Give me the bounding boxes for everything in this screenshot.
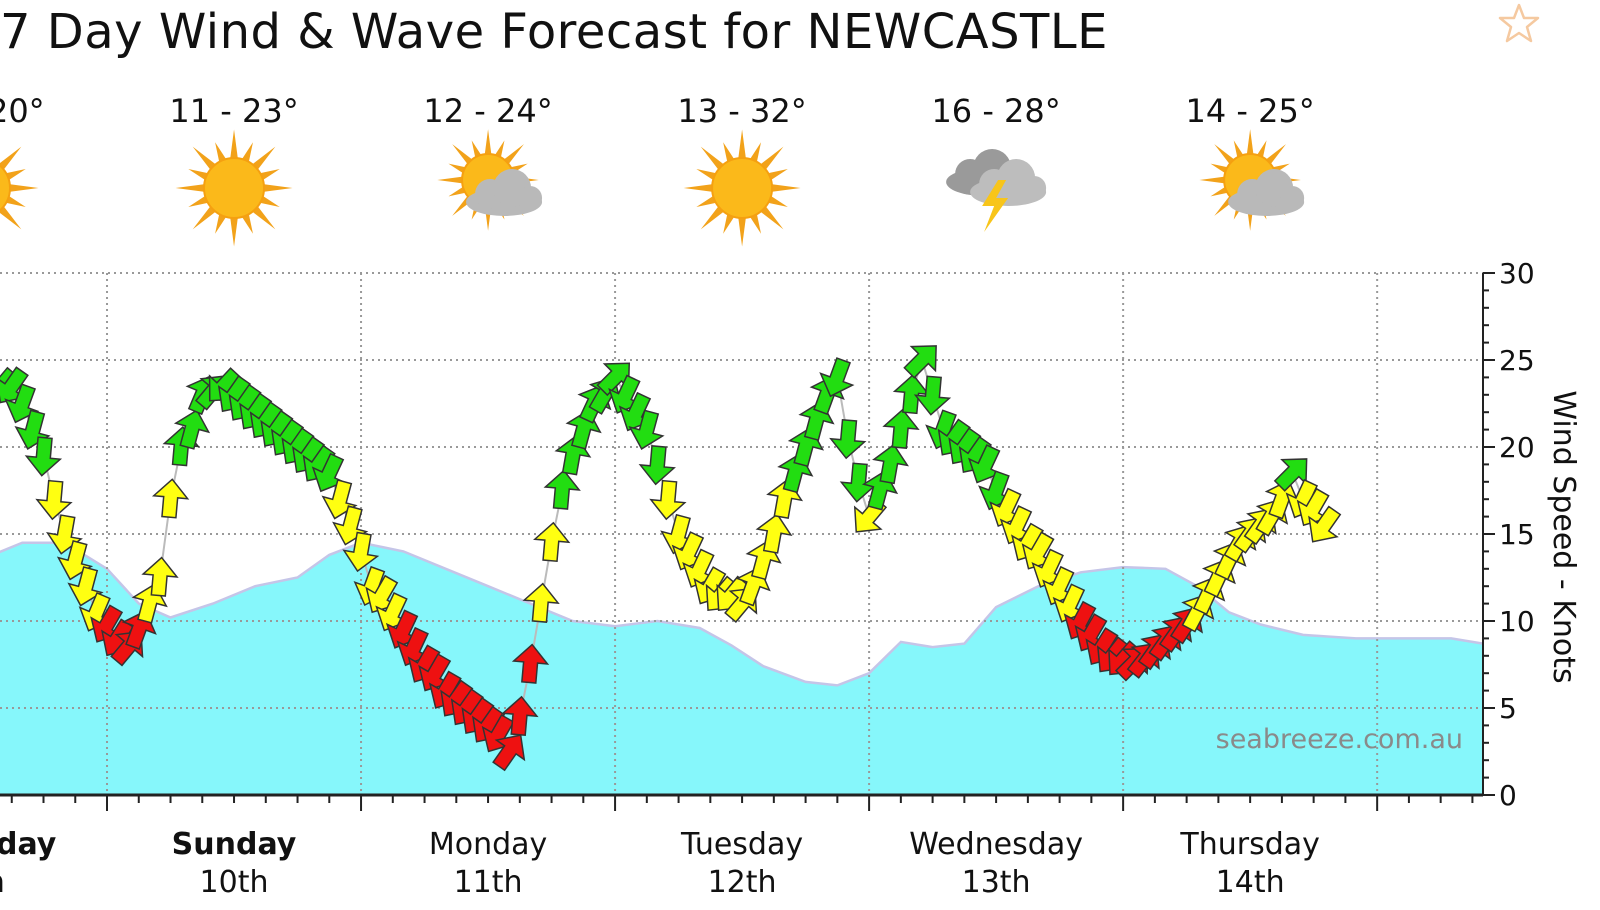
temperature-label: 14 - 25° [1185, 92, 1314, 130]
axes: 0 5 10 15 20 25 30 [0, 257, 1535, 812]
wind-arrow [0, 366, 29, 404]
temperature-labels: 12 - 20° 11 - 23° 12 - 24° 13 - 32° 16 - 28°… [0, 92, 1315, 130]
day-date-label: 11th [454, 865, 523, 900]
wind-arrow [1273, 458, 1308, 492]
temperature-label: 13 - 32° [677, 92, 806, 130]
day-date-label: 14th [1216, 865, 1285, 900]
favorite-star-icon[interactable] [1497, 2, 1541, 46]
day-date-label: 10th [200, 865, 269, 900]
day-date-label: 9th [0, 865, 5, 900]
partly-cloudy-icon [437, 129, 543, 231]
wind-arrow [24, 436, 63, 477]
y-axis-label: Wind Speed - Knots [1546, 390, 1581, 683]
wind-arrow [67, 566, 104, 607]
wind-arrow [492, 734, 526, 772]
wind-arrow [882, 408, 920, 449]
sunny-icon [683, 129, 801, 247]
day-name-label: Wednesday [909, 827, 1083, 862]
day-date-label: 13th [962, 865, 1031, 900]
y-tick-label: 0 [1499, 779, 1517, 812]
y-tick-label: 25 [1499, 344, 1535, 377]
day-name-label: Monday [429, 827, 547, 862]
y-tick-label: 10 [1499, 605, 1535, 638]
day-date-label: 12th [708, 865, 777, 900]
watermark: seabreeze.com.au [1216, 724, 1463, 755]
day-name-label: Sunday [172, 827, 297, 862]
wind-arrow [819, 357, 855, 398]
wind-arrow [638, 445, 676, 486]
sunny-icon [175, 129, 293, 247]
wind-arrow [628, 409, 665, 450]
day-name-label: Tuesday [680, 827, 803, 862]
temperature-label: 16 - 28° [931, 92, 1060, 130]
wind-arrow [501, 695, 539, 737]
wind-arrow [903, 345, 937, 379]
grid-lines [0, 272, 1483, 795]
wind-arrow [35, 479, 73, 521]
y-tick-label: 5 [1499, 692, 1517, 725]
wind-arrow [872, 443, 909, 485]
wind-arrow [829, 418, 867, 460]
wind-arrow [1296, 487, 1330, 527]
wind-arrow [892, 373, 931, 415]
y-tick-label: 15 [1499, 518, 1535, 551]
page-title: 7 Day Wind & Wave Forecast for NEWCASTLE [0, 4, 1108, 60]
partly-cloudy-icon [1199, 129, 1305, 231]
day-name-label: Saturday [0, 827, 57, 862]
wind-arrow [649, 479, 687, 521]
y-tick-label: 30 [1499, 257, 1535, 290]
y-tick-label: 20 [1499, 431, 1535, 464]
wind-series [0, 345, 1342, 772]
wind-arrow [1308, 505, 1342, 543]
wind-arrow [913, 375, 952, 416]
wind-arrow [141, 556, 179, 597]
sunny-icon [0, 146, 39, 230]
thunderstorm-icon [946, 149, 1047, 232]
temperature-label: 12 - 20° [0, 92, 45, 130]
wind-arrow [967, 444, 1002, 484]
temperature-label: 12 - 24° [423, 92, 552, 130]
day-name-label: Thursday [1179, 827, 1320, 862]
wind-arrow [533, 521, 571, 563]
wind-arrow [543, 469, 581, 510]
wind-arrow [755, 513, 793, 554]
weather-icons [0, 129, 1305, 247]
wind-arrow [511, 643, 550, 684]
wind-arrow [1264, 479, 1300, 520]
wind-arrow [151, 478, 190, 519]
wind-arrow [311, 452, 346, 493]
wind-arrow [522, 582, 560, 623]
wind-arrow [853, 497, 888, 533]
star-outline-icon [1498, 3, 1540, 43]
wind-arrow [342, 531, 380, 573]
temperature-label: 11 - 23° [169, 92, 298, 130]
wind-arrow [173, 409, 211, 450]
